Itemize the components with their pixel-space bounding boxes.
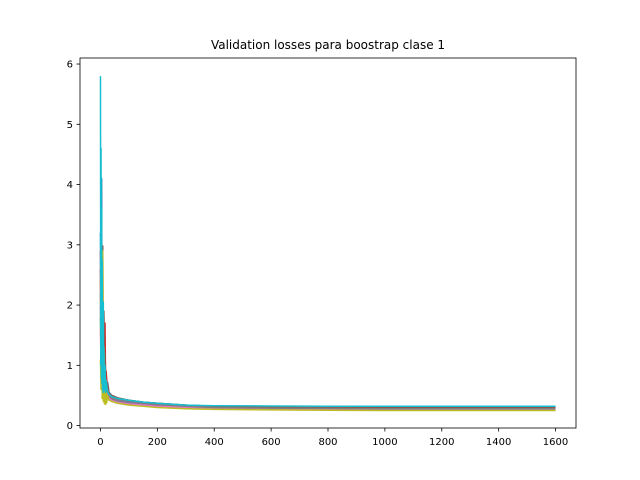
series-line-1 bbox=[99, 177, 556, 409]
plot-frame bbox=[79, 57, 577, 429]
series-line-7 bbox=[99, 310, 556, 411]
series-layer bbox=[99, 76, 556, 412]
series-line-9 bbox=[99, 250, 556, 412]
series-line-2 bbox=[99, 256, 556, 410]
y-tick-label: 3 bbox=[67, 240, 73, 251]
y-tick-label: 4 bbox=[67, 180, 73, 191]
y-tick-label: 6 bbox=[67, 60, 73, 71]
y-axis: 0 1 2 3 4 5 6 bbox=[67, 60, 80, 432]
series-line-5 bbox=[99, 280, 556, 411]
x-tick-label: 1200 bbox=[429, 437, 454, 448]
x-axis: 0 200 400 600 800 1000 1200 1400 1600 bbox=[97, 428, 568, 448]
x-tick-label: 400 bbox=[205, 437, 224, 448]
y-tick-label: 0 bbox=[67, 421, 73, 432]
chart-title: Validation losses para boostrap clase 1 bbox=[211, 38, 445, 52]
series-line-3 bbox=[99, 298, 556, 411]
series-line-4 bbox=[99, 244, 556, 409]
x-tick-label: 200 bbox=[148, 437, 167, 448]
x-tick-label: 1000 bbox=[372, 437, 397, 448]
x-tick-label: 0 bbox=[97, 437, 103, 448]
y-tick-label: 5 bbox=[67, 120, 73, 131]
x-tick-label: 1400 bbox=[486, 437, 511, 448]
x-tick-label: 800 bbox=[318, 437, 337, 448]
y-tick-label: 2 bbox=[67, 301, 73, 312]
series-line-6 bbox=[99, 225, 556, 409]
x-tick-label: 600 bbox=[262, 437, 281, 448]
y-tick-label: 1 bbox=[67, 361, 73, 372]
series-line-10 bbox=[99, 76, 556, 408]
series-line-8 bbox=[99, 268, 556, 410]
x-tick-label: 1600 bbox=[543, 437, 568, 448]
